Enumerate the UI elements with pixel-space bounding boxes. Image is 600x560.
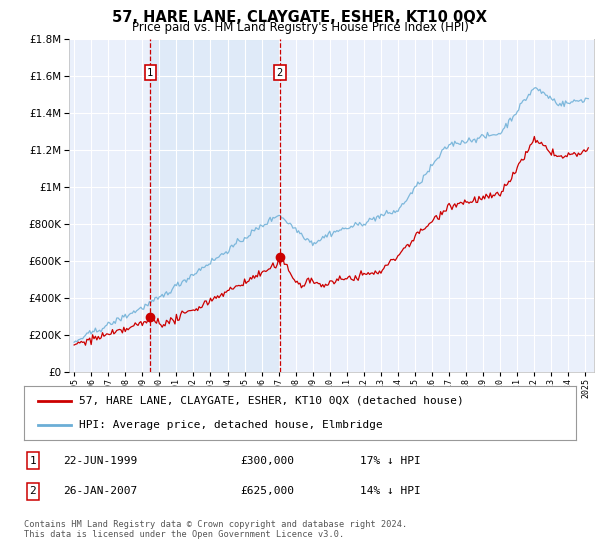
Text: 1: 1 [29,456,37,465]
Text: HPI: Average price, detached house, Elmbridge: HPI: Average price, detached house, Elmb… [79,420,383,430]
Text: 1: 1 [147,68,154,77]
Text: £300,000: £300,000 [240,456,294,465]
Text: 14% ↓ HPI: 14% ↓ HPI [360,487,421,496]
Text: 2: 2 [277,68,283,77]
Text: 26-JAN-2007: 26-JAN-2007 [63,487,137,496]
Text: 57, HARE LANE, CLAYGATE, ESHER, KT10 0QX: 57, HARE LANE, CLAYGATE, ESHER, KT10 0QX [113,10,487,25]
Text: 2: 2 [29,487,37,496]
Text: Contains HM Land Registry data © Crown copyright and database right 2024.
This d: Contains HM Land Registry data © Crown c… [24,520,407,539]
Text: 17% ↓ HPI: 17% ↓ HPI [360,456,421,465]
Text: £625,000: £625,000 [240,487,294,496]
Text: 57, HARE LANE, CLAYGATE, ESHER, KT10 0QX (detached house): 57, HARE LANE, CLAYGATE, ESHER, KT10 0QX… [79,396,464,406]
Text: 22-JUN-1999: 22-JUN-1999 [63,456,137,465]
Text: Price paid vs. HM Land Registry's House Price Index (HPI): Price paid vs. HM Land Registry's House … [131,21,469,34]
Bar [151,39,280,372]
